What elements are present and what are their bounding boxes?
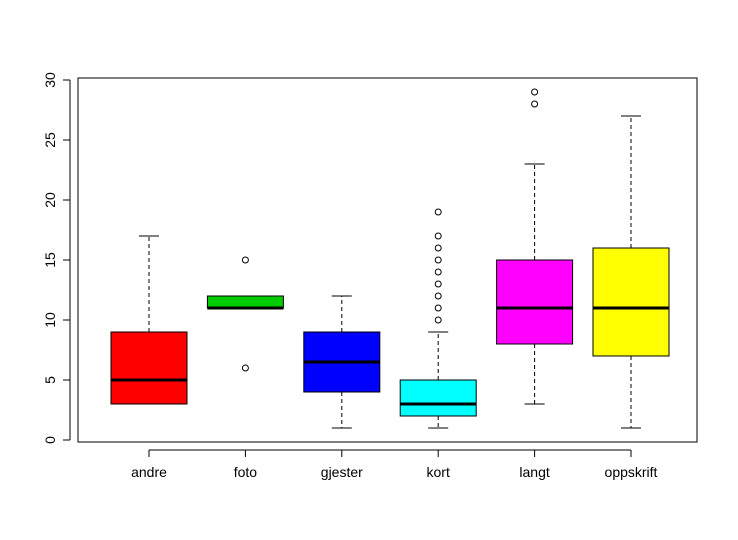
y-tick-label: 10 <box>42 312 58 328</box>
y-tick-label: 30 <box>42 72 58 88</box>
iqr-box <box>592 247 670 357</box>
x-tick-label: kort <box>427 464 450 480</box>
x-tick-label: langt <box>519 464 549 480</box>
outlier-point <box>241 256 249 264</box>
x-axis: andre foto gjester kort langt oppskrift <box>131 449 658 480</box>
outlier-point <box>434 292 442 300</box>
y-tick-label: 5 <box>42 376 58 384</box>
outlier-point <box>434 280 442 288</box>
outlier-point <box>241 364 249 372</box>
box-andre <box>110 235 188 405</box>
outlier-point <box>434 268 442 276</box>
outlier-point <box>531 88 539 96</box>
outlier-point <box>434 244 442 252</box>
iqr-box <box>399 379 477 417</box>
y-tick-label: 20 <box>42 192 58 208</box>
box-kort <box>399 208 477 429</box>
y-axis: 0 5 10 15 20 25 30 <box>42 72 71 444</box>
box-oppskrift <box>592 115 670 429</box>
x-tick-label: gjester <box>321 464 363 480</box>
x-tick-label: oppskrift <box>605 464 658 480</box>
outlier-point <box>434 304 442 312</box>
outlier-point <box>531 100 539 108</box>
box-langt <box>496 88 574 405</box>
y-tick-label: 25 <box>42 132 58 148</box>
x-tick-label: foto <box>234 464 258 480</box>
outlier-point <box>434 208 442 216</box>
y-tick-label: 15 <box>42 252 58 268</box>
outlier-point <box>434 316 442 324</box>
y-tick-label: 0 <box>42 436 58 444</box>
box-gjester <box>303 295 381 429</box>
plot-frame <box>77 77 698 443</box>
iqr-box <box>496 259 574 345</box>
outlier-point <box>434 232 442 240</box>
x-tick-label: andre <box>131 464 167 480</box>
outlier-point <box>434 256 442 264</box>
box-foto <box>206 256 284 372</box>
iqr-box <box>110 331 188 405</box>
boxes <box>110 88 670 429</box>
iqr-box <box>206 295 284 309</box>
